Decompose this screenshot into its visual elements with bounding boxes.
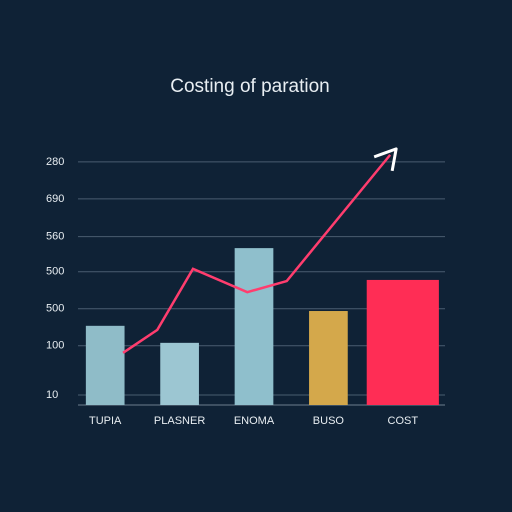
bar (309, 311, 348, 405)
bar (366, 279, 439, 405)
x-tick-label: TUPIA (89, 415, 122, 427)
bar (234, 248, 274, 405)
y-tick-label: 500 (46, 266, 64, 278)
y-tick-label: 10 (46, 389, 58, 401)
y-tick-label: 100 (46, 340, 64, 352)
chart-title: Costing of paration (170, 76, 330, 97)
x-tick-label: PLASNER (154, 415, 205, 427)
x-tick-label: COST (388, 415, 419, 427)
y-tick-label: 500 (46, 303, 64, 315)
y-tick-label: 690 (46, 193, 64, 205)
bar (85, 325, 125, 405)
bar (160, 342, 199, 405)
y-tick-label: 280 (46, 156, 64, 168)
x-tick-label: ENOMA (234, 415, 275, 427)
x-tick-label: BUSO (313, 415, 345, 427)
line (122, 154, 392, 354)
arrow-head (373, 147, 398, 172)
y-tick-label: 560 (46, 231, 64, 243)
